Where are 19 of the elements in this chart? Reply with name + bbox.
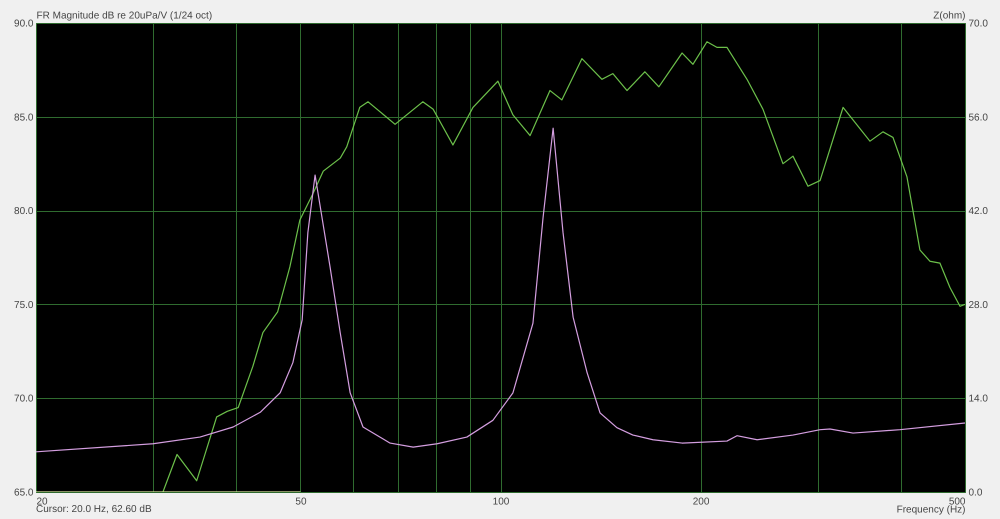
y-tick-label: 65.0 <box>14 488 34 498</box>
y2-tick-label: 42.0 <box>968 206 988 218</box>
y-tick-label: 75.0 <box>14 300 34 311</box>
y2-axis-title: Z(ohm) <box>933 10 966 22</box>
y-tick-label: 80.0 <box>14 206 34 218</box>
x-tick-label: 100 <box>492 496 510 508</box>
y2-tick-label: 28.0 <box>968 300 988 311</box>
text: Cursor: 20.0 Hz, 62.60 dB <box>36 504 152 515</box>
x-tick-label: 50 <box>295 496 307 508</box>
y2-tick-label: 56.0 <box>968 112 988 124</box>
x-tick-label: 200 <box>692 496 710 508</box>
y-tick-label: 70.0 <box>14 394 34 405</box>
y-tick-label: 85.0 <box>14 112 34 124</box>
y2-tick-label: 0.0 <box>968 488 983 498</box>
y2-tick-label: 14.0 <box>968 394 988 405</box>
y-tick-label: 90.0 <box>14 18 34 30</box>
x-axis-title: Frequency (Hz) <box>896 504 966 516</box>
y-axis-title: FR Magnitude dB re 20uPa/V (1/24 oct) <box>36 10 212 22</box>
y2-tick-label: 70.0 <box>968 18 988 30</box>
